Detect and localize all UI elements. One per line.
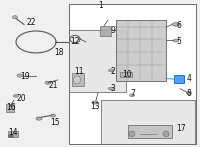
Ellipse shape [45,81,51,84]
Text: 8: 8 [187,88,191,97]
Text: 14: 14 [8,128,18,137]
Bar [120,72,132,77]
Text: 16: 16 [6,103,16,112]
Bar [72,73,84,86]
Text: 21: 21 [48,81,58,90]
Ellipse shape [172,23,180,26]
Ellipse shape [17,74,23,77]
Text: 11: 11 [74,67,84,76]
Text: 19: 19 [20,72,30,81]
Ellipse shape [50,114,56,117]
Ellipse shape [109,69,114,72]
Bar [8,131,18,137]
Ellipse shape [8,135,14,137]
Bar [128,125,172,137]
Ellipse shape [74,76,80,84]
Text: 1: 1 [99,1,103,10]
Text: 2: 2 [111,67,115,76]
Text: 22: 22 [26,19,36,27]
Text: 9: 9 [111,26,115,35]
Bar [116,20,166,81]
Ellipse shape [130,94,134,97]
Ellipse shape [163,131,169,137]
Text: 18: 18 [54,48,64,57]
Bar [100,26,111,36]
Ellipse shape [186,92,192,95]
Text: 7: 7 [131,88,135,97]
Ellipse shape [92,101,98,104]
Text: 5: 5 [177,37,181,46]
Ellipse shape [129,131,135,137]
Bar [174,75,184,83]
FancyBboxPatch shape [69,30,126,92]
FancyBboxPatch shape [69,4,196,144]
Ellipse shape [12,16,18,19]
Text: 12: 12 [70,37,80,46]
Bar [6,104,14,112]
Ellipse shape [36,117,42,120]
Ellipse shape [173,39,179,42]
Ellipse shape [14,95,18,97]
Text: 13: 13 [90,102,100,111]
Text: 15: 15 [50,118,60,127]
Text: 6: 6 [177,21,181,30]
Text: 17: 17 [176,123,186,133]
Text: 4: 4 [187,74,191,83]
Ellipse shape [109,87,114,90]
Text: 3: 3 [111,84,115,93]
Text: 20: 20 [16,94,26,103]
FancyBboxPatch shape [101,100,195,144]
Text: 10: 10 [122,70,132,78]
